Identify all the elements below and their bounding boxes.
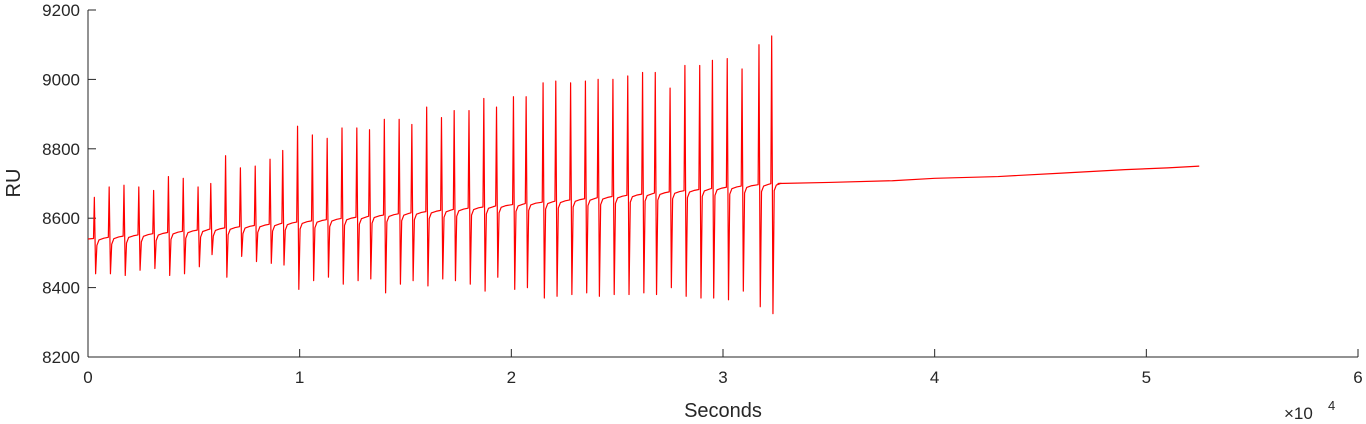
- x-ticks: 0 1 2 3 4 5 6: [83, 349, 1363, 387]
- axes: [87, 10, 1358, 358]
- x-axis-label: Seconds: [684, 400, 762, 422]
- y-tick-label: 8600: [42, 209, 80, 228]
- y-tick-label: 8200: [42, 348, 80, 367]
- x-multiplier-exponent: 4: [1328, 398, 1335, 413]
- y-tick-label: 8400: [42, 279, 80, 298]
- series-layer: [87, 35, 1200, 315]
- x-tick-label: 1: [295, 368, 304, 387]
- x-tick-label: 5: [1142, 368, 1151, 387]
- x-multiplier-label: ×10: [1284, 404, 1313, 423]
- x-tick-label: 4: [930, 368, 939, 387]
- y-ticks: 8200 8400 8600 8800 9000 9200: [42, 1, 96, 367]
- y-tick-label: 8800: [42, 140, 80, 159]
- x-tick-label: 6: [1353, 368, 1362, 387]
- x-tick-label: 2: [507, 368, 516, 387]
- y-tick-label: 9000: [42, 70, 80, 89]
- series-line: [87, 35, 1200, 315]
- y-axis-label: RU: [3, 169, 25, 198]
- x-tick-label: 3: [718, 368, 727, 387]
- x-tick-label: 0: [83, 368, 92, 387]
- y-tick-label: 9200: [42, 1, 80, 20]
- x-multiplier: ×10 4: [1284, 398, 1335, 423]
